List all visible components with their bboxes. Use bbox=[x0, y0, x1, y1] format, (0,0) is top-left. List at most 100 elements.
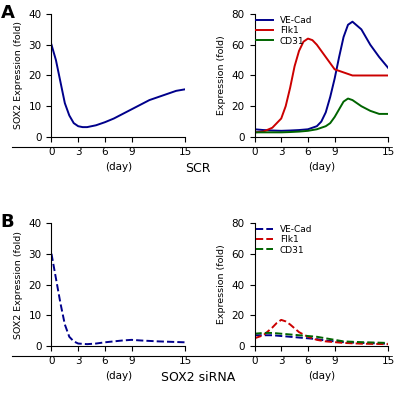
Flk1 bbox=[270, 325, 275, 330]
Text: SCR: SCR bbox=[185, 162, 211, 175]
Flk1 bbox=[306, 36, 310, 41]
X-axis label: (day): (day) bbox=[308, 371, 335, 381]
Flk1 bbox=[359, 341, 364, 346]
Line: VE-Cad: VE-Cad bbox=[255, 22, 388, 131]
VE-Cad bbox=[377, 55, 382, 60]
Line: CD31: CD31 bbox=[255, 98, 388, 132]
Flk1 bbox=[270, 125, 275, 130]
VE-Cad bbox=[359, 340, 364, 345]
Y-axis label: SOX2 Expression (fold): SOX2 Expression (fold) bbox=[14, 22, 23, 130]
Flk1 bbox=[368, 73, 373, 78]
Text: A: A bbox=[1, 4, 15, 22]
Line: Flk1: Flk1 bbox=[255, 38, 388, 132]
VE-Cad bbox=[306, 127, 310, 132]
Flk1 bbox=[279, 116, 284, 121]
Flk1 bbox=[341, 70, 346, 75]
Flk1 bbox=[314, 42, 319, 47]
Flk1 bbox=[324, 55, 328, 60]
Y-axis label: Expression (fold): Expression (fold) bbox=[217, 245, 226, 324]
Flk1 bbox=[386, 73, 390, 78]
Flk1 bbox=[283, 104, 288, 109]
CD31 bbox=[279, 130, 284, 135]
Flk1 bbox=[288, 322, 293, 327]
VE-Cad bbox=[261, 333, 266, 338]
Flk1 bbox=[314, 338, 319, 342]
CD31 bbox=[297, 333, 301, 338]
VE-Cad bbox=[332, 339, 337, 344]
CD31 bbox=[368, 108, 373, 113]
CD31 bbox=[350, 98, 355, 102]
CD31 bbox=[314, 334, 319, 339]
VE-Cad bbox=[386, 341, 390, 346]
VE-Cad bbox=[324, 110, 328, 115]
CD31 bbox=[261, 130, 266, 135]
VE-Cad bbox=[341, 35, 346, 40]
CD31 bbox=[252, 331, 257, 336]
Flk1 bbox=[283, 319, 288, 324]
VE-Cad bbox=[306, 336, 310, 341]
CD31 bbox=[332, 114, 337, 119]
Line: Flk1: Flk1 bbox=[255, 320, 388, 344]
Flk1 bbox=[306, 334, 310, 339]
VE-Cad bbox=[270, 333, 275, 338]
X-axis label: (day): (day) bbox=[308, 162, 335, 172]
X-axis label: (day): (day) bbox=[105, 371, 132, 381]
CD31 bbox=[386, 340, 390, 345]
CD31 bbox=[341, 99, 346, 104]
CD31 bbox=[306, 128, 310, 133]
Flk1 bbox=[310, 38, 315, 42]
Flk1 bbox=[301, 39, 306, 44]
CD31 bbox=[337, 107, 341, 112]
VE-Cad bbox=[288, 334, 293, 339]
Flk1 bbox=[274, 320, 279, 325]
Flk1 bbox=[261, 333, 266, 338]
CD31 bbox=[332, 338, 337, 342]
VE-Cad bbox=[270, 128, 275, 133]
CD31 bbox=[328, 121, 333, 126]
Flk1 bbox=[386, 342, 390, 346]
CD31 bbox=[341, 339, 346, 344]
CD31 bbox=[377, 112, 382, 116]
Flk1 bbox=[332, 67, 337, 72]
VE-Cad bbox=[252, 127, 257, 132]
VE-Cad bbox=[346, 22, 350, 27]
Flk1 bbox=[324, 339, 328, 344]
VE-Cad bbox=[350, 19, 355, 24]
Text: SOX2 siRNA: SOX2 siRNA bbox=[161, 371, 235, 384]
CD31 bbox=[288, 332, 293, 337]
CD31 bbox=[261, 330, 266, 335]
CD31 bbox=[270, 130, 275, 135]
VE-Cad bbox=[314, 337, 319, 342]
VE-Cad bbox=[341, 340, 346, 344]
Flk1 bbox=[297, 330, 301, 334]
Flk1 bbox=[288, 85, 293, 90]
CD31 bbox=[346, 96, 350, 101]
VE-Cad bbox=[332, 76, 337, 81]
Legend: VE-Cad, Flk1, CD31: VE-Cad, Flk1, CD31 bbox=[255, 224, 313, 256]
CD31 bbox=[314, 127, 319, 132]
Legend: VE-Cad, Flk1, CD31: VE-Cad, Flk1, CD31 bbox=[255, 15, 313, 46]
VE-Cad bbox=[288, 128, 293, 133]
CD31 bbox=[359, 104, 364, 109]
CD31 bbox=[270, 330, 275, 335]
Line: VE-Cad: VE-Cad bbox=[255, 335, 388, 344]
Y-axis label: SOX2 Expression (fold): SOX2 Expression (fold) bbox=[14, 230, 23, 338]
VE-Cad bbox=[297, 128, 301, 132]
VE-Cad bbox=[279, 128, 284, 133]
CD31 bbox=[324, 124, 328, 129]
VE-Cad bbox=[368, 42, 373, 47]
CD31 bbox=[386, 112, 390, 116]
VE-Cad bbox=[261, 128, 266, 132]
CD31 bbox=[324, 336, 328, 341]
Flk1 bbox=[332, 340, 337, 344]
VE-Cad bbox=[359, 27, 364, 32]
VE-Cad bbox=[279, 334, 284, 338]
VE-Cad bbox=[252, 333, 257, 338]
VE-Cad bbox=[319, 119, 324, 124]
VE-Cad bbox=[386, 65, 390, 70]
Flk1 bbox=[252, 336, 257, 341]
Flk1 bbox=[261, 129, 266, 134]
Flk1 bbox=[279, 318, 284, 322]
CD31 bbox=[306, 334, 310, 338]
Y-axis label: Expression (fold): Expression (fold) bbox=[217, 36, 226, 115]
